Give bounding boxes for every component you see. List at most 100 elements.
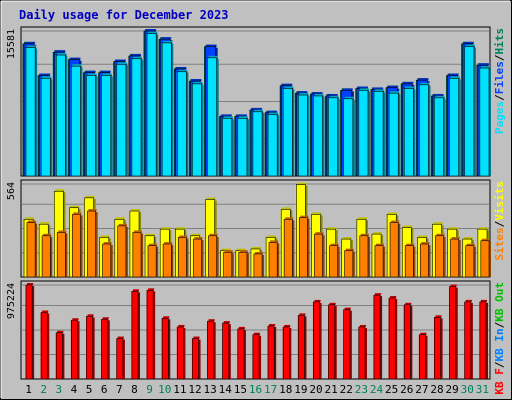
kbf-bar-edge bbox=[403, 304, 411, 380]
kbf-bar-topface bbox=[284, 324, 291, 327]
sites-bar-edge bbox=[87, 210, 96, 278]
pages-bar-topface bbox=[87, 73, 97, 76]
visits-bar-topface bbox=[478, 227, 488, 230]
kbf-bar-edge bbox=[343, 309, 351, 380]
pages-bar-shadow bbox=[95, 76, 98, 176]
kbf-bar bbox=[358, 326, 365, 379]
kbf-bar-topface bbox=[102, 317, 109, 320]
kbf-bar-edge bbox=[267, 325, 275, 380]
pages-bar-topface bbox=[57, 53, 67, 56]
pages-bar-edge bbox=[328, 97, 339, 177]
pages-bar-shadow bbox=[246, 119, 249, 176]
kbf-bar-edge bbox=[25, 284, 33, 380]
kbf-bar bbox=[177, 326, 184, 379]
kbf-bar-edge bbox=[207, 320, 214, 380]
kbf-bar bbox=[41, 312, 48, 379]
kbf-bar-shadow bbox=[183, 327, 186, 379]
pages-bar-shadow bbox=[125, 65, 128, 176]
pages-bar bbox=[358, 90, 368, 176]
sites-bar-topface bbox=[194, 237, 203, 240]
kbf-bar-topface bbox=[238, 326, 245, 329]
pages-bar-shadow bbox=[141, 59, 144, 176]
pages-bar-topface bbox=[148, 31, 158, 34]
sites-bar bbox=[27, 222, 36, 277]
files-bar-topface bbox=[221, 114, 232, 117]
sites-bar-shadow bbox=[110, 245, 113, 277]
kbf-bar-topface bbox=[148, 288, 155, 291]
pages-bar bbox=[298, 95, 308, 176]
files-bar-topface bbox=[176, 66, 187, 69]
sites-bar-topface bbox=[73, 212, 82, 215]
pages-bar bbox=[268, 114, 278, 176]
kbf-bar-shadow bbox=[168, 319, 171, 379]
pages-bar-shadow bbox=[428, 85, 431, 176]
x-tick-label: 6 bbox=[101, 383, 108, 396]
kbf-bar-topface bbox=[223, 321, 230, 324]
sites-bar-edge bbox=[41, 235, 51, 278]
kbf-bar-edge bbox=[161, 317, 169, 380]
pages-bar-topface bbox=[223, 116, 233, 119]
kbf-bar-edge bbox=[328, 304, 336, 380]
pages-bar-topface bbox=[238, 116, 248, 119]
pages-bar-edge bbox=[131, 58, 142, 177]
sites-bar-edge bbox=[329, 245, 339, 278]
kbf-bar-shadow bbox=[486, 302, 488, 379]
pages-bar-shadow bbox=[473, 47, 476, 176]
sites-bar-shadow bbox=[443, 236, 446, 277]
x-tick-label: 16 bbox=[249, 383, 262, 396]
pages-bar bbox=[283, 88, 293, 176]
sites-bar-topface bbox=[360, 233, 369, 236]
kbf-bar-shadow bbox=[198, 339, 201, 379]
sites-bar-shadow bbox=[50, 236, 53, 277]
kbf-bar-shadow bbox=[47, 313, 50, 379]
pages-bar-shadow bbox=[398, 94, 401, 176]
pages-bar-edge bbox=[101, 75, 112, 177]
sites-bar bbox=[465, 245, 474, 277]
sites-bar bbox=[208, 235, 217, 277]
files-bar-topface bbox=[100, 70, 111, 73]
sites-bar-topface bbox=[345, 248, 354, 251]
pages-bar bbox=[419, 84, 429, 176]
visits-bar-topface bbox=[176, 227, 186, 230]
pages-bar-edge bbox=[86, 75, 96, 177]
kbf-bar bbox=[71, 320, 78, 379]
pages-bar-topface bbox=[314, 93, 324, 96]
kbf-bar-topface bbox=[465, 299, 472, 302]
kbf-bar-topface bbox=[344, 307, 351, 310]
pages-bar bbox=[343, 98, 353, 176]
pages-bar-edge bbox=[176, 71, 187, 177]
pages-bar bbox=[56, 55, 66, 176]
visits-bar-topface bbox=[388, 212, 398, 215]
legend-entry: Visits bbox=[493, 181, 506, 221]
x-tick-label: 13 bbox=[203, 383, 216, 396]
kbf-bar-topface bbox=[405, 302, 412, 305]
sites-bar-shadow bbox=[95, 212, 98, 277]
pages-bar-edge bbox=[464, 46, 475, 177]
kbf-bar bbox=[207, 321, 214, 379]
kbf-bar-topface bbox=[132, 289, 140, 292]
visits-bar-topface bbox=[251, 246, 262, 249]
sites-bar-shadow bbox=[398, 223, 401, 277]
x-tick-label: 25 bbox=[385, 383, 398, 396]
sites-bar-edge bbox=[132, 232, 142, 278]
pages-bar-topface bbox=[465, 44, 475, 47]
sites-bar-topface bbox=[133, 230, 143, 233]
visits-bar-topface bbox=[267, 235, 277, 238]
kbf-bar-shadow bbox=[455, 287, 458, 379]
sites-bar bbox=[42, 235, 51, 277]
pages-bar-topface bbox=[299, 93, 309, 96]
visits-bar-topface bbox=[85, 195, 95, 198]
sites-bar-edge bbox=[283, 218, 293, 278]
kbf-bar-shadow bbox=[470, 302, 473, 379]
kbf-bar-topface bbox=[208, 319, 215, 322]
sites-bar-edge bbox=[389, 222, 399, 278]
sites-bar-shadow bbox=[171, 245, 174, 277]
sites-bar-topface bbox=[330, 243, 339, 246]
visits-bar-topface bbox=[130, 209, 141, 212]
sites-bar-topface bbox=[43, 233, 52, 236]
kbf-bar-topface bbox=[163, 316, 170, 319]
sites-bar bbox=[359, 235, 368, 277]
kbf-bar bbox=[86, 316, 93, 379]
x-tick-label: 28 bbox=[430, 383, 443, 396]
kbf-bar-topface bbox=[435, 315, 442, 318]
